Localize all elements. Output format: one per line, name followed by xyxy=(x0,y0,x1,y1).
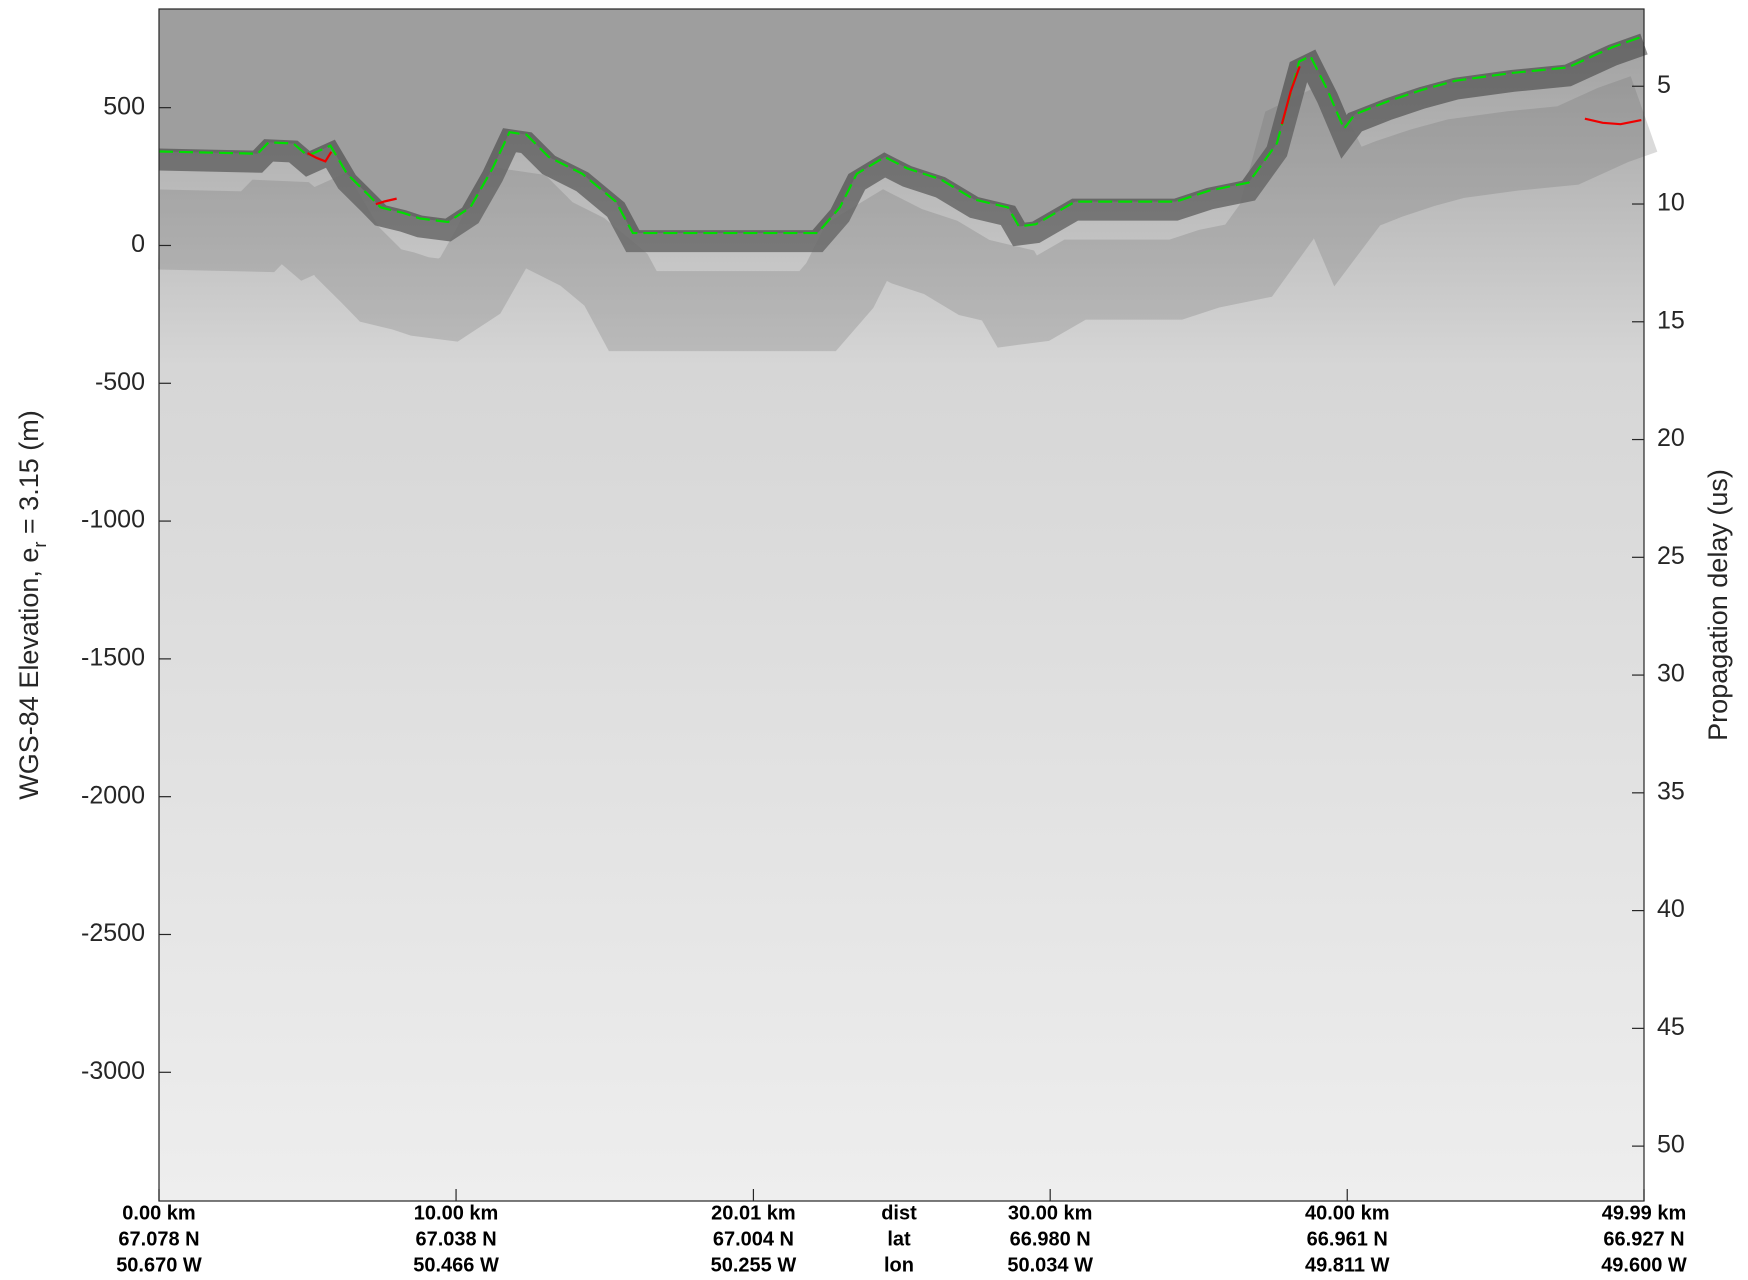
x-tick-lat: 67.038 N xyxy=(415,1228,496,1250)
y-tick-label: -2500 xyxy=(81,919,145,947)
x-tick-label: 49.99 km xyxy=(1602,1202,1687,1224)
y-tick-label: -3000 xyxy=(81,1057,145,1085)
x-row-name: lat xyxy=(887,1228,911,1250)
y-tick-label: -500 xyxy=(95,368,145,396)
y-label-rest: = 3.15 (m) xyxy=(14,410,44,541)
y-tick-label: -1000 xyxy=(81,506,145,534)
y2-tick-label: 15 xyxy=(1657,306,1685,334)
surface-line xyxy=(158,34,1645,235)
y2-tick-label: 50 xyxy=(1657,1131,1685,1159)
x-tick-lon: 50.466 W xyxy=(413,1254,499,1276)
x-tick-lat: 66.980 N xyxy=(1010,1228,1091,1250)
x-tick-label: 30.00 km xyxy=(1008,1202,1093,1224)
y2-axis-label: Propagation delay (us) xyxy=(1703,469,1733,741)
x-tick-lon: 50.255 W xyxy=(711,1254,797,1276)
x-tick-lon: 49.811 W xyxy=(1305,1254,1390,1276)
plot-frame xyxy=(158,8,1645,1202)
plot-area xyxy=(158,9,1658,352)
y-label-subscript: r xyxy=(30,542,50,548)
y2-tick-label: 40 xyxy=(1657,895,1685,923)
x-tick-lon: 50.034 W xyxy=(1007,1254,1093,1276)
x-tick-label: 20.01 km xyxy=(711,1202,796,1224)
x-row-name: lon xyxy=(884,1254,914,1276)
y-tick-label: -2000 xyxy=(81,781,145,809)
y-label-main: WGS-84 Elevation, e xyxy=(14,548,44,800)
x-tick-label: 40.00 km xyxy=(1305,1202,1390,1224)
x-tick-label: 10.00 km xyxy=(414,1202,499,1224)
air-region xyxy=(159,9,1644,234)
y-tick-label: -1500 xyxy=(81,643,145,671)
x-tick-lon: 49.600 W xyxy=(1601,1254,1687,1276)
x-row-name: dist xyxy=(881,1202,917,1224)
y2-tick-label: 30 xyxy=(1657,660,1685,688)
y-tick-label: 0 xyxy=(131,230,145,258)
subsurface-echo xyxy=(158,76,1658,352)
x-tick-label: 0.00 km xyxy=(122,1202,195,1224)
x-tick-lat: 66.927 N xyxy=(1603,1228,1684,1250)
y2-tick-label: 45 xyxy=(1657,1013,1685,1041)
x-tick-lat: 66.961 N xyxy=(1307,1228,1388,1250)
x-tick-lon: 50.670 W xyxy=(116,1254,202,1276)
x-tick-lat: 67.078 N xyxy=(118,1228,199,1250)
y-tick-label: 500 xyxy=(103,92,145,120)
surface-echo xyxy=(158,33,1648,253)
y2-tick-label: 10 xyxy=(1657,189,1685,217)
x-tick-lat: 67.004 N xyxy=(713,1228,794,1250)
y2-tick-label: 25 xyxy=(1657,542,1685,570)
y-axis-label: WGS-84 Elevation, er = 3.15 (m) xyxy=(14,410,50,799)
surface-line xyxy=(307,65,1642,206)
y2-tick-label: 20 xyxy=(1657,424,1685,452)
y2-tick-label: 35 xyxy=(1657,777,1685,805)
y2-tick-label: 5 xyxy=(1657,71,1671,99)
